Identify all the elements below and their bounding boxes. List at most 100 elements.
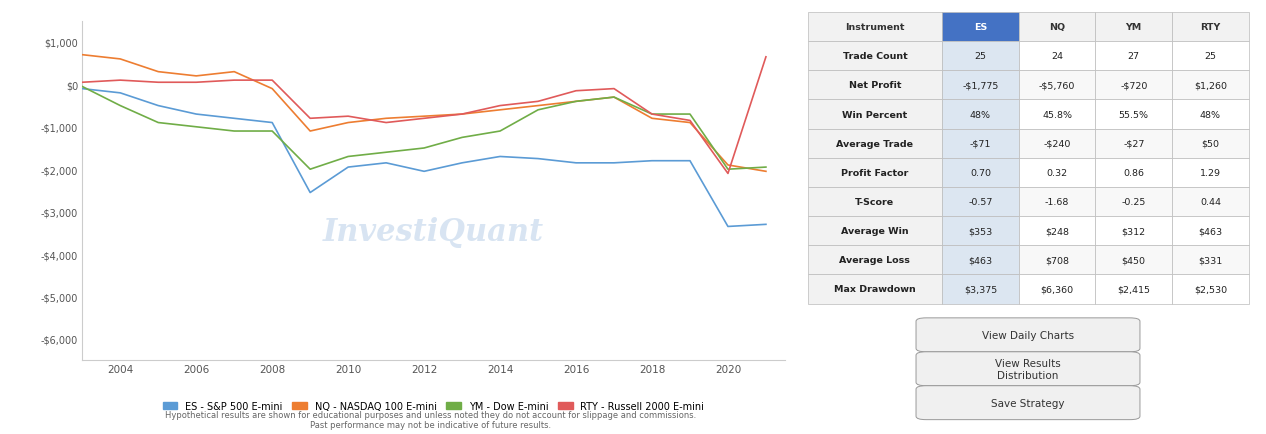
Bar	[1172, 71, 1248, 100]
Bar	[808, 42, 942, 71]
Bar	[1019, 129, 1095, 158]
Text: NQ: NQ	[1050, 23, 1065, 32]
Text: 24: 24	[1051, 52, 1063, 61]
Text: $50: $50	[1201, 139, 1219, 148]
Bar	[1019, 42, 1095, 71]
Bar	[1172, 275, 1248, 304]
Text: YM: YM	[1125, 23, 1142, 32]
Bar	[942, 158, 1019, 187]
Text: 55.5%: 55.5%	[1119, 110, 1148, 119]
Bar	[808, 100, 942, 129]
Bar	[942, 217, 1019, 246]
Bar	[1095, 217, 1172, 246]
Text: -$27: -$27	[1123, 139, 1144, 148]
Bar	[1095, 100, 1172, 129]
Text: 48%: 48%	[1200, 110, 1220, 119]
Bar	[1095, 158, 1172, 187]
Text: Instrument: Instrument	[846, 23, 905, 32]
Bar	[942, 42, 1019, 71]
Text: Average Trade: Average Trade	[837, 139, 913, 148]
Text: -$5,760: -$5,760	[1039, 81, 1075, 90]
Text: -1.68: -1.68	[1044, 197, 1070, 207]
Text: $312: $312	[1122, 227, 1146, 236]
FancyBboxPatch shape	[917, 352, 1139, 386]
Bar	[1172, 100, 1248, 129]
Text: -$720: -$720	[1120, 81, 1147, 90]
Bar	[942, 100, 1019, 129]
Bar	[808, 275, 942, 304]
Bar	[808, 217, 942, 246]
Bar	[1095, 275, 1172, 304]
FancyBboxPatch shape	[917, 386, 1139, 420]
Text: $1,260: $1,260	[1194, 81, 1227, 90]
Bar	[942, 246, 1019, 275]
Bar	[1095, 42, 1172, 71]
Bar	[1095, 187, 1172, 217]
Bar	[808, 246, 942, 275]
Text: $708: $708	[1044, 256, 1069, 265]
Bar	[1095, 13, 1172, 42]
Text: $6,360: $6,360	[1041, 285, 1074, 294]
Text: -$240: -$240	[1043, 139, 1071, 148]
Bar	[1172, 246, 1248, 275]
Bar	[1019, 275, 1095, 304]
FancyBboxPatch shape	[917, 318, 1139, 352]
Text: $2,530: $2,530	[1194, 285, 1227, 294]
Bar	[942, 275, 1019, 304]
Bar	[1172, 187, 1248, 217]
Text: 27: 27	[1128, 52, 1139, 61]
Text: $331: $331	[1198, 256, 1223, 265]
Text: Average Loss: Average Loss	[839, 256, 910, 265]
Text: -$1,775: -$1,775	[962, 81, 999, 90]
Text: -$71: -$71	[970, 139, 991, 148]
Text: Hypothetical results are shown for educational purposes and unless noted they do: Hypothetical results are shown for educa…	[165, 410, 696, 430]
Bar	[808, 129, 942, 158]
Text: 0.86: 0.86	[1123, 168, 1144, 178]
Bar	[1019, 100, 1095, 129]
Text: -0.25: -0.25	[1122, 197, 1146, 207]
Text: 0.70: 0.70	[970, 168, 991, 178]
Text: $248: $248	[1044, 227, 1069, 236]
Text: 25: 25	[975, 52, 986, 61]
Bar	[808, 13, 942, 42]
Text: 0.32: 0.32	[1047, 168, 1067, 178]
Text: Save Strategy: Save Strategy	[991, 398, 1065, 408]
Bar	[1172, 158, 1248, 187]
Bar	[1095, 129, 1172, 158]
Text: Average Win: Average Win	[841, 227, 909, 236]
Bar	[1095, 71, 1172, 100]
Bar	[808, 187, 942, 217]
Bar	[1019, 71, 1095, 100]
Bar	[1172, 13, 1248, 42]
Text: $463: $463	[968, 256, 993, 265]
Text: 48%: 48%	[970, 110, 991, 119]
Text: 45.8%: 45.8%	[1042, 110, 1072, 119]
Text: -0.57: -0.57	[968, 197, 993, 207]
Text: T-Score: T-Score	[856, 197, 895, 207]
Text: Net Profit: Net Profit	[848, 81, 901, 90]
Text: $353: $353	[968, 227, 993, 236]
Bar	[1019, 246, 1095, 275]
Bar	[942, 71, 1019, 100]
Bar	[1019, 187, 1095, 217]
Text: Profit Factor: Profit Factor	[841, 168, 909, 178]
Text: $2,415: $2,415	[1117, 285, 1151, 294]
Bar	[942, 129, 1019, 158]
Text: Max Drawdown: Max Drawdown	[834, 285, 915, 294]
Bar	[1019, 158, 1095, 187]
Bar	[1095, 246, 1172, 275]
Bar	[1019, 13, 1095, 42]
Legend: ES - S&P 500 E-mini, NQ - NASDAQ 100 E-mini, YM - Dow E-mini, RTY - Russell 2000: ES - S&P 500 E-mini, NQ - NASDAQ 100 E-m…	[160, 397, 708, 415]
Text: InvestiQuant: InvestiQuant	[323, 216, 544, 247]
Bar	[1019, 217, 1095, 246]
Bar	[808, 71, 942, 100]
Text: View Results
Distribution: View Results Distribution	[995, 358, 1061, 380]
Bar	[942, 13, 1019, 42]
Text: 25: 25	[1204, 52, 1217, 61]
Bar	[808, 158, 942, 187]
Text: $463: $463	[1199, 227, 1223, 236]
Text: 0.44: 0.44	[1200, 197, 1220, 207]
Text: $3,375: $3,375	[963, 285, 998, 294]
Text: $450: $450	[1122, 256, 1146, 265]
Bar	[942, 187, 1019, 217]
